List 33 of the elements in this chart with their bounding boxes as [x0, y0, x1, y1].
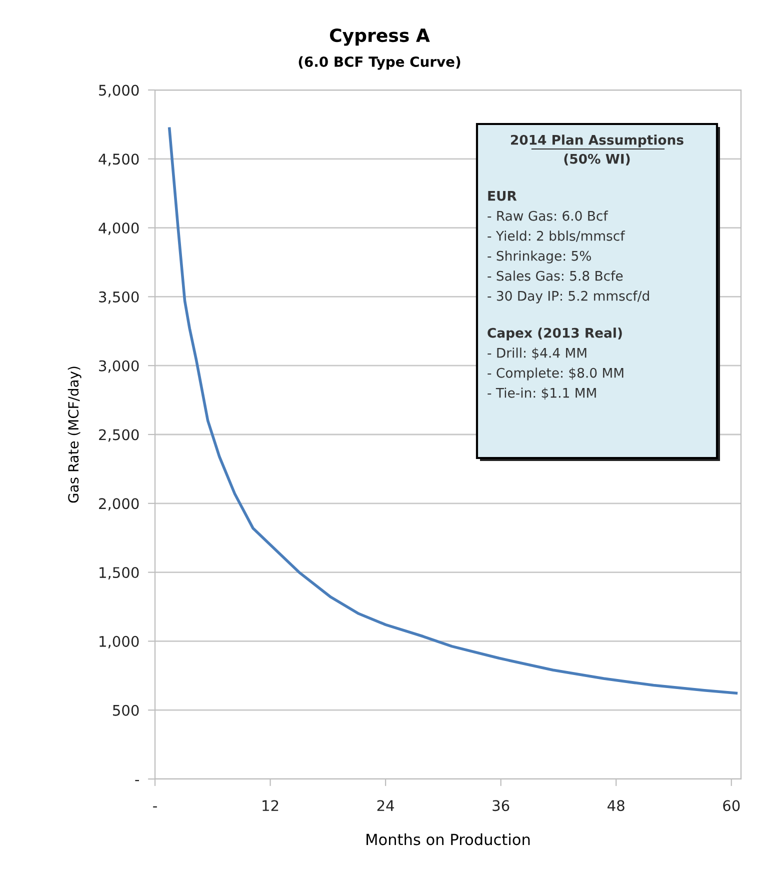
x-tick-label: 12: [262, 800, 278, 811]
y-tick-label: 4,000: [98, 222, 139, 236]
annotation: EUR: [488, 191, 517, 201]
x-tick-label: 48: [608, 800, 624, 812]
y-tick-label: 4,500: [98, 154, 139, 166]
y-tick-label: 5,000: [99, 84, 139, 98]
y-tick-label: 1,000: [100, 636, 139, 648]
annotation: - Sales Gas: 5.8 Bcfe: [488, 270, 623, 281]
annotation: - 30 Day IP: 5.2 mmscf/d: [488, 290, 649, 304]
y-tick-label: 3,500: [99, 291, 139, 304]
y-axis-title: Gas Rate (MCF/day): [68, 366, 82, 503]
annotation: - Drill: $4.4 MM: [488, 348, 586, 360]
chart-title: Cypress A: [330, 28, 430, 46]
x-tick-label: 36: [492, 800, 510, 812]
annotation: - Tie-in: $1.1 MM: [488, 388, 596, 400]
y-tick-label: 2,000: [99, 498, 139, 511]
annotation: - Raw Gas: 6.0 Bcf: [488, 210, 608, 221]
annotation: - Shrinkage: 5%: [488, 250, 591, 264]
annotation: (50% WI): [564, 154, 630, 166]
x-tick-label: 24: [377, 800, 394, 811]
annotation: 2014 Plan Assumptions: [511, 134, 684, 148]
x-axis-title: Months on Production: [366, 833, 530, 846]
line-series: [168, 127, 738, 695]
annotation: - Yield: 2 bbls/mmscf: [488, 230, 626, 242]
y-tick-label: 2,500: [99, 429, 139, 442]
y-tick-label: 3,000: [99, 360, 139, 373]
annotation: - Complete: $8.0 MM: [488, 368, 624, 380]
y-tick-label: 500: [113, 704, 139, 716]
annotation: Capex (2013 Real): [488, 328, 622, 340]
y-tick-label: -: [135, 780, 140, 782]
y-tick-label: 1,500: [100, 567, 139, 580]
x-tick-label: 60: [723, 800, 740, 812]
chart-subtitle: (6.0 BCF Type Curve): [298, 56, 460, 70]
